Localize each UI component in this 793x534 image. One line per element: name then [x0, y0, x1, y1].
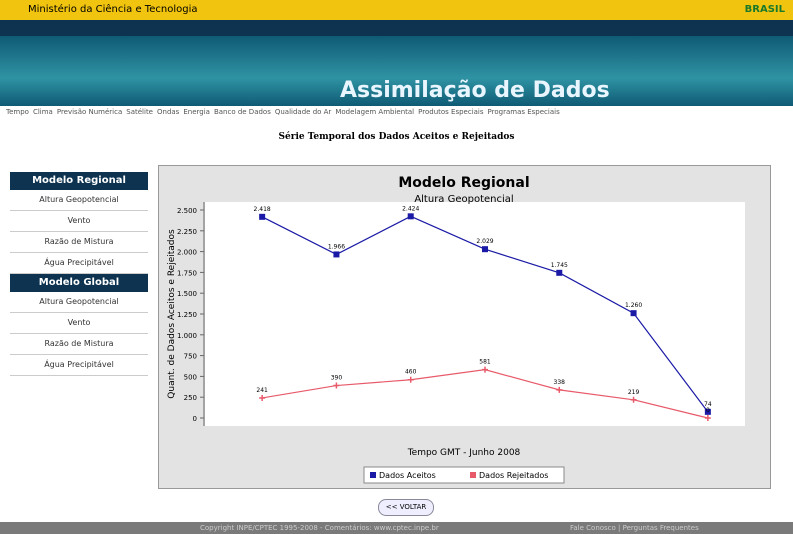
- data-point: [556, 270, 562, 276]
- nav-link[interactable]: Clima: [33, 108, 53, 116]
- sidebar-item[interactable]: Água Precipitável: [10, 253, 148, 274]
- y-axis-label: Quant. de Dados Aceitos e Rejeitados: [167, 229, 177, 399]
- legend: Dados Aceitos Dados Rejeitados: [364, 467, 564, 483]
- data-point: [259, 214, 265, 220]
- sidebar-item[interactable]: Razão de Mistura: [10, 232, 148, 253]
- footer-right[interactable]: Fale Conosco | Perguntas Frequentes: [570, 522, 699, 534]
- data-point: [408, 213, 414, 219]
- data-label: 1.745: [551, 262, 568, 269]
- legend-swatch: [470, 472, 476, 478]
- page: Ministério da Ciência e Tecnologia BRASI…: [0, 0, 793, 534]
- data-label: 2.418: [254, 206, 271, 213]
- page-title: Série Temporal dos Dados Aceitos e Rejei…: [0, 132, 793, 142]
- nav-link[interactable]: Ondas: [157, 108, 179, 116]
- data-label: 460: [405, 369, 417, 376]
- legend-label: Dados Rejeitados: [479, 471, 548, 480]
- brand: BRASIL: [745, 0, 785, 20]
- sidebar-item[interactable]: Vento: [10, 313, 148, 334]
- data-label: 219: [628, 389, 640, 396]
- top-bar: Ministério da Ciência e Tecnologia BRASI…: [0, 0, 793, 20]
- y-tick-label: 2.250: [177, 228, 197, 236]
- y-tick-label: 250: [184, 394, 197, 402]
- data-point: [631, 310, 637, 316]
- data-label: 241: [256, 387, 268, 394]
- y-tick-label: 2.000: [177, 249, 197, 257]
- nav-link[interactable]: Banco de Dados: [214, 108, 271, 116]
- data-label: 390: [331, 375, 343, 382]
- sidebar-item[interactable]: Altura Geopotencial: [10, 292, 148, 313]
- data-label: 0: [706, 407, 710, 414]
- data-label: 581: [479, 359, 491, 366]
- ministry: Ministério da Ciência e Tecnologia: [28, 4, 197, 15]
- chart-title: Modelo Regional: [398, 175, 529, 191]
- nav-link[interactable]: Produtos Especiais: [418, 108, 483, 116]
- nav-link[interactable]: Modelagem Ambiental: [335, 108, 414, 116]
- nav-link[interactable]: Programas Especiais: [488, 108, 560, 116]
- legend-swatch: [370, 472, 376, 478]
- nav-link[interactable]: Energia: [183, 108, 210, 116]
- nav-link[interactable]: Satélite: [126, 108, 153, 116]
- y-tick-label: 500: [184, 373, 197, 381]
- data-point: [333, 251, 339, 257]
- y-tick-label: 750: [184, 353, 197, 361]
- nav-link[interactable]: Tempo: [6, 108, 29, 116]
- data-point: [482, 246, 488, 252]
- data-label: 338: [554, 379, 566, 386]
- data-label: 1.260: [625, 302, 642, 309]
- dark-bar: [0, 20, 793, 36]
- y-tick-label: 1.250: [177, 311, 197, 319]
- sidebar-heading: Modelo Global: [10, 274, 148, 292]
- banner: Assimilação de Dados: [0, 36, 793, 106]
- banner-title: Assimilação de Dados: [340, 78, 610, 103]
- y-tick-label: 0: [193, 415, 197, 423]
- y-tick-label: 1.750: [177, 269, 197, 277]
- x-axis-label: Tempo GMT - Junho 2008: [407, 448, 521, 458]
- y-tick-label: 1.000: [177, 332, 197, 340]
- sidebar-item[interactable]: Água Precipitável: [10, 355, 148, 376]
- chart-subtitle: Altura Geopotencial: [414, 194, 513, 205]
- sidebar-item[interactable]: Razão de Mistura: [10, 334, 148, 355]
- chart: Modelo Regional Altura Geopotencial 0 250 50…: [158, 165, 771, 489]
- plot-area: [205, 202, 745, 426]
- legend-label: Dados Aceitos: [379, 471, 436, 480]
- footer-left: Copyright INPE/CPTEC 1995-2008 - Comentá…: [200, 524, 439, 532]
- y-tick-label: 2.500: [177, 207, 197, 215]
- nav-link[interactable]: Qualidade do Ar: [275, 108, 331, 116]
- data-label: 1.966: [328, 243, 345, 250]
- nav: Tempo Clima Previsão Numérica Satélite Ondas…: [6, 108, 791, 116]
- data-label: 2.029: [476, 238, 493, 245]
- y-tick-label: 1.500: [177, 290, 197, 298]
- sidebar-item[interactable]: Altura Geopotencial: [10, 190, 148, 211]
- footer: Copyright INPE/CPTEC 1995-2008 - Comentá…: [0, 522, 793, 534]
- nav-link[interactable]: Previsão Numérica: [57, 108, 122, 116]
- data-label: 2.424: [402, 205, 419, 212]
- sidebar-item[interactable]: Vento: [10, 211, 148, 232]
- sidebar-heading: Modelo Regional: [10, 172, 148, 190]
- back-button[interactable]: << VOLTAR: [378, 499, 434, 516]
